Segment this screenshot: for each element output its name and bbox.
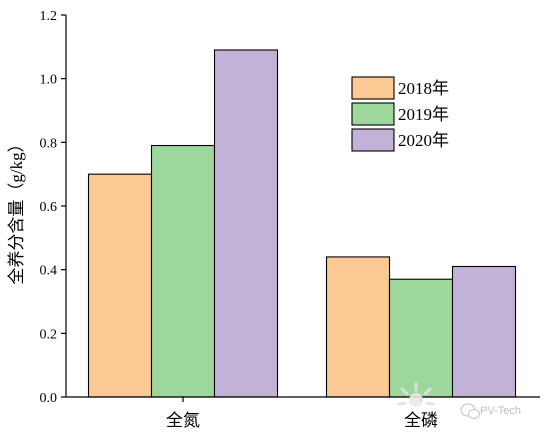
bars-layer xyxy=(87,49,517,398)
legend-swatch xyxy=(351,102,395,126)
bar xyxy=(388,278,454,398)
legend-swatch xyxy=(351,76,395,100)
y-axis-label: 全养分含量（g/kg） xyxy=(7,135,26,284)
y-tick-label: 0.8 xyxy=(40,136,58,151)
legend-label: 2020年 xyxy=(398,131,449,150)
wechat-icon xyxy=(460,403,481,420)
y-tick-label: 0.2 xyxy=(40,327,58,342)
y-tick-label: 1.2 xyxy=(40,9,58,24)
x-tick-labels: 全氮 全磷 xyxy=(166,397,438,430)
y-tick-label: 0.0 xyxy=(40,391,58,406)
legend-label: 2019年 xyxy=(398,105,449,124)
y-tick-label: 0.4 xyxy=(40,264,58,279)
bar xyxy=(325,256,391,398)
bar xyxy=(213,49,279,398)
watermark-logo-icon xyxy=(397,382,435,407)
bar xyxy=(451,265,517,398)
x-tick-label: 全氮 xyxy=(166,411,200,430)
legend-label: 2018年 xyxy=(398,79,449,98)
watermark: PV-Tech xyxy=(397,382,521,420)
legend-swatch xyxy=(351,128,395,152)
y-ticks: 0.0 0.2 0.4 0.6 0.8 1.0 1.2 xyxy=(40,9,66,406)
y-tick-label: 1.0 xyxy=(40,73,58,88)
bar xyxy=(87,173,153,398)
watermark-text: PV-Tech xyxy=(480,405,521,417)
bar xyxy=(150,144,216,398)
legend: 2018年 2019年 2020年 xyxy=(351,76,449,152)
y-tick-label: 0.6 xyxy=(40,200,58,215)
x-tick-label: 全磷 xyxy=(404,411,438,430)
